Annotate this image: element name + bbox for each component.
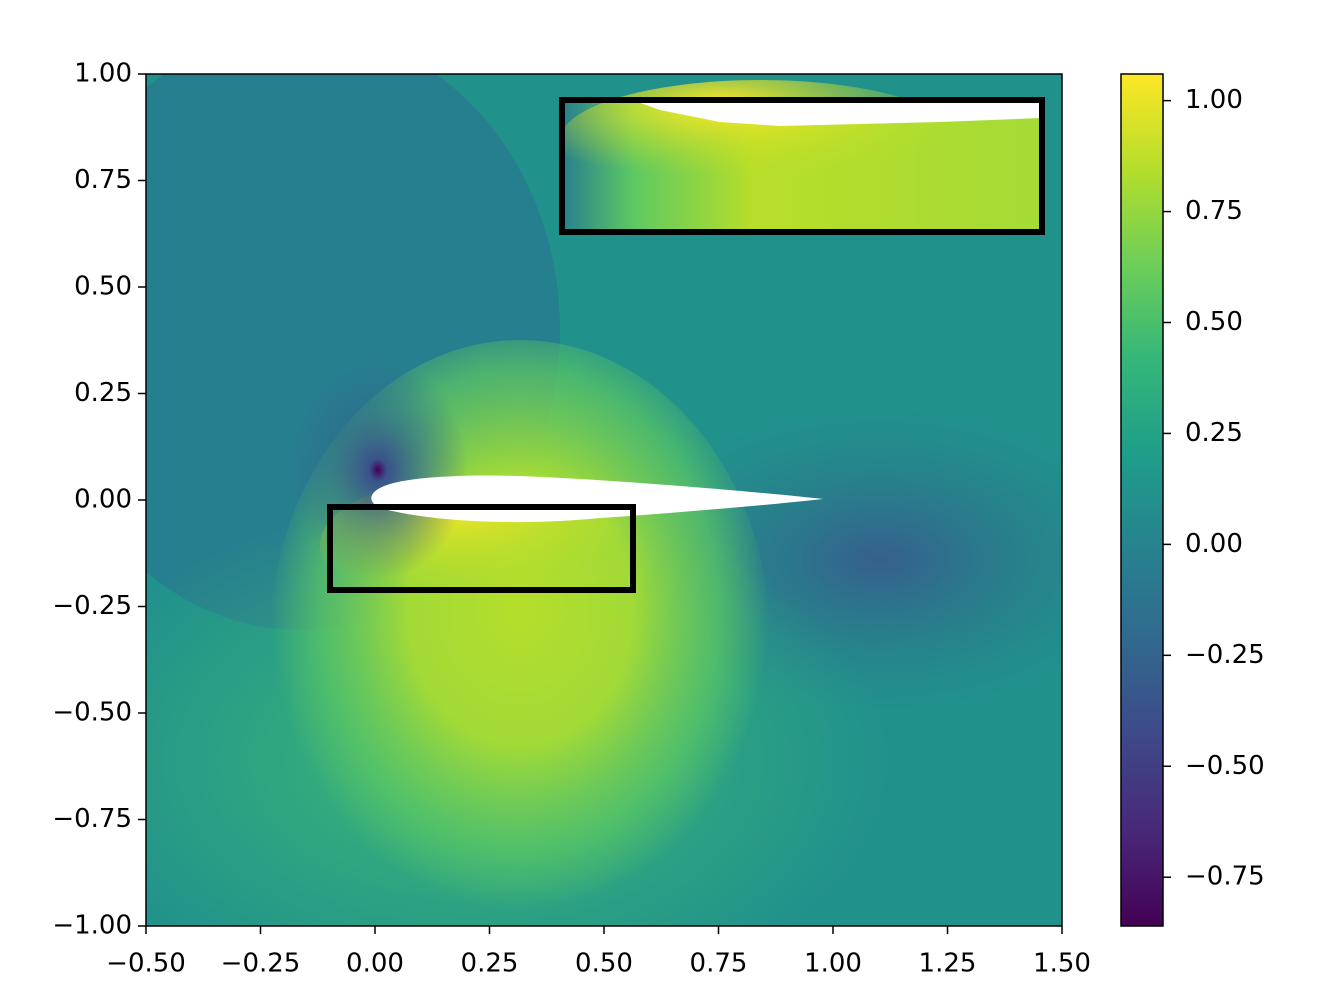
colorbar-tick-label: 0.25 (1185, 418, 1243, 448)
field (146, 74, 1062, 926)
colorbar-tick-label: 0.50 (1185, 307, 1243, 337)
x-tick-label: 1.25 (919, 949, 977, 979)
airfoil (371, 475, 823, 523)
y-tick-label: 0.50 (74, 272, 132, 302)
y-tick-label: 0.00 (74, 485, 132, 515)
colorbar-tick-label: 0.00 (1185, 529, 1243, 559)
x-tick-label: 0.50 (575, 949, 633, 979)
x-tick-label: 0.25 (461, 949, 519, 979)
x-tick-label: 1.50 (1033, 949, 1091, 979)
x-tick-label: 0.00 (346, 949, 404, 979)
y-tick-label: 1.00 (74, 59, 132, 89)
x-tick-label: −0.50 (106, 949, 186, 979)
y-tick-label: −0.75 (52, 804, 132, 834)
colorbar-tick-label: 1.00 (1185, 85, 1243, 115)
colorbar-tick-label: −0.75 (1185, 862, 1265, 892)
y-tick-label: 0.75 (74, 165, 132, 195)
y-tick-label: −0.25 (52, 591, 132, 621)
y-tick-label: −0.50 (52, 698, 132, 728)
zoom-box (327, 504, 636, 593)
colorbar-tick-label: 0.75 (1185, 196, 1243, 226)
inset-airfoil (632, 100, 1042, 126)
y-tick-label: 0.25 (74, 378, 132, 408)
colorbar-tick-label: −0.25 (1185, 640, 1265, 670)
inset-box (559, 97, 1045, 235)
colorbar-tick-label: −0.50 (1185, 751, 1265, 781)
x-tick-label: −0.25 (221, 949, 301, 979)
y-tick-label: −1.00 (52, 911, 132, 941)
colorbar (1120, 73, 1164, 927)
x-tick-label: 1.00 (804, 949, 862, 979)
field-region (288, 360, 468, 580)
x-tick-label: 0.75 (690, 949, 748, 979)
